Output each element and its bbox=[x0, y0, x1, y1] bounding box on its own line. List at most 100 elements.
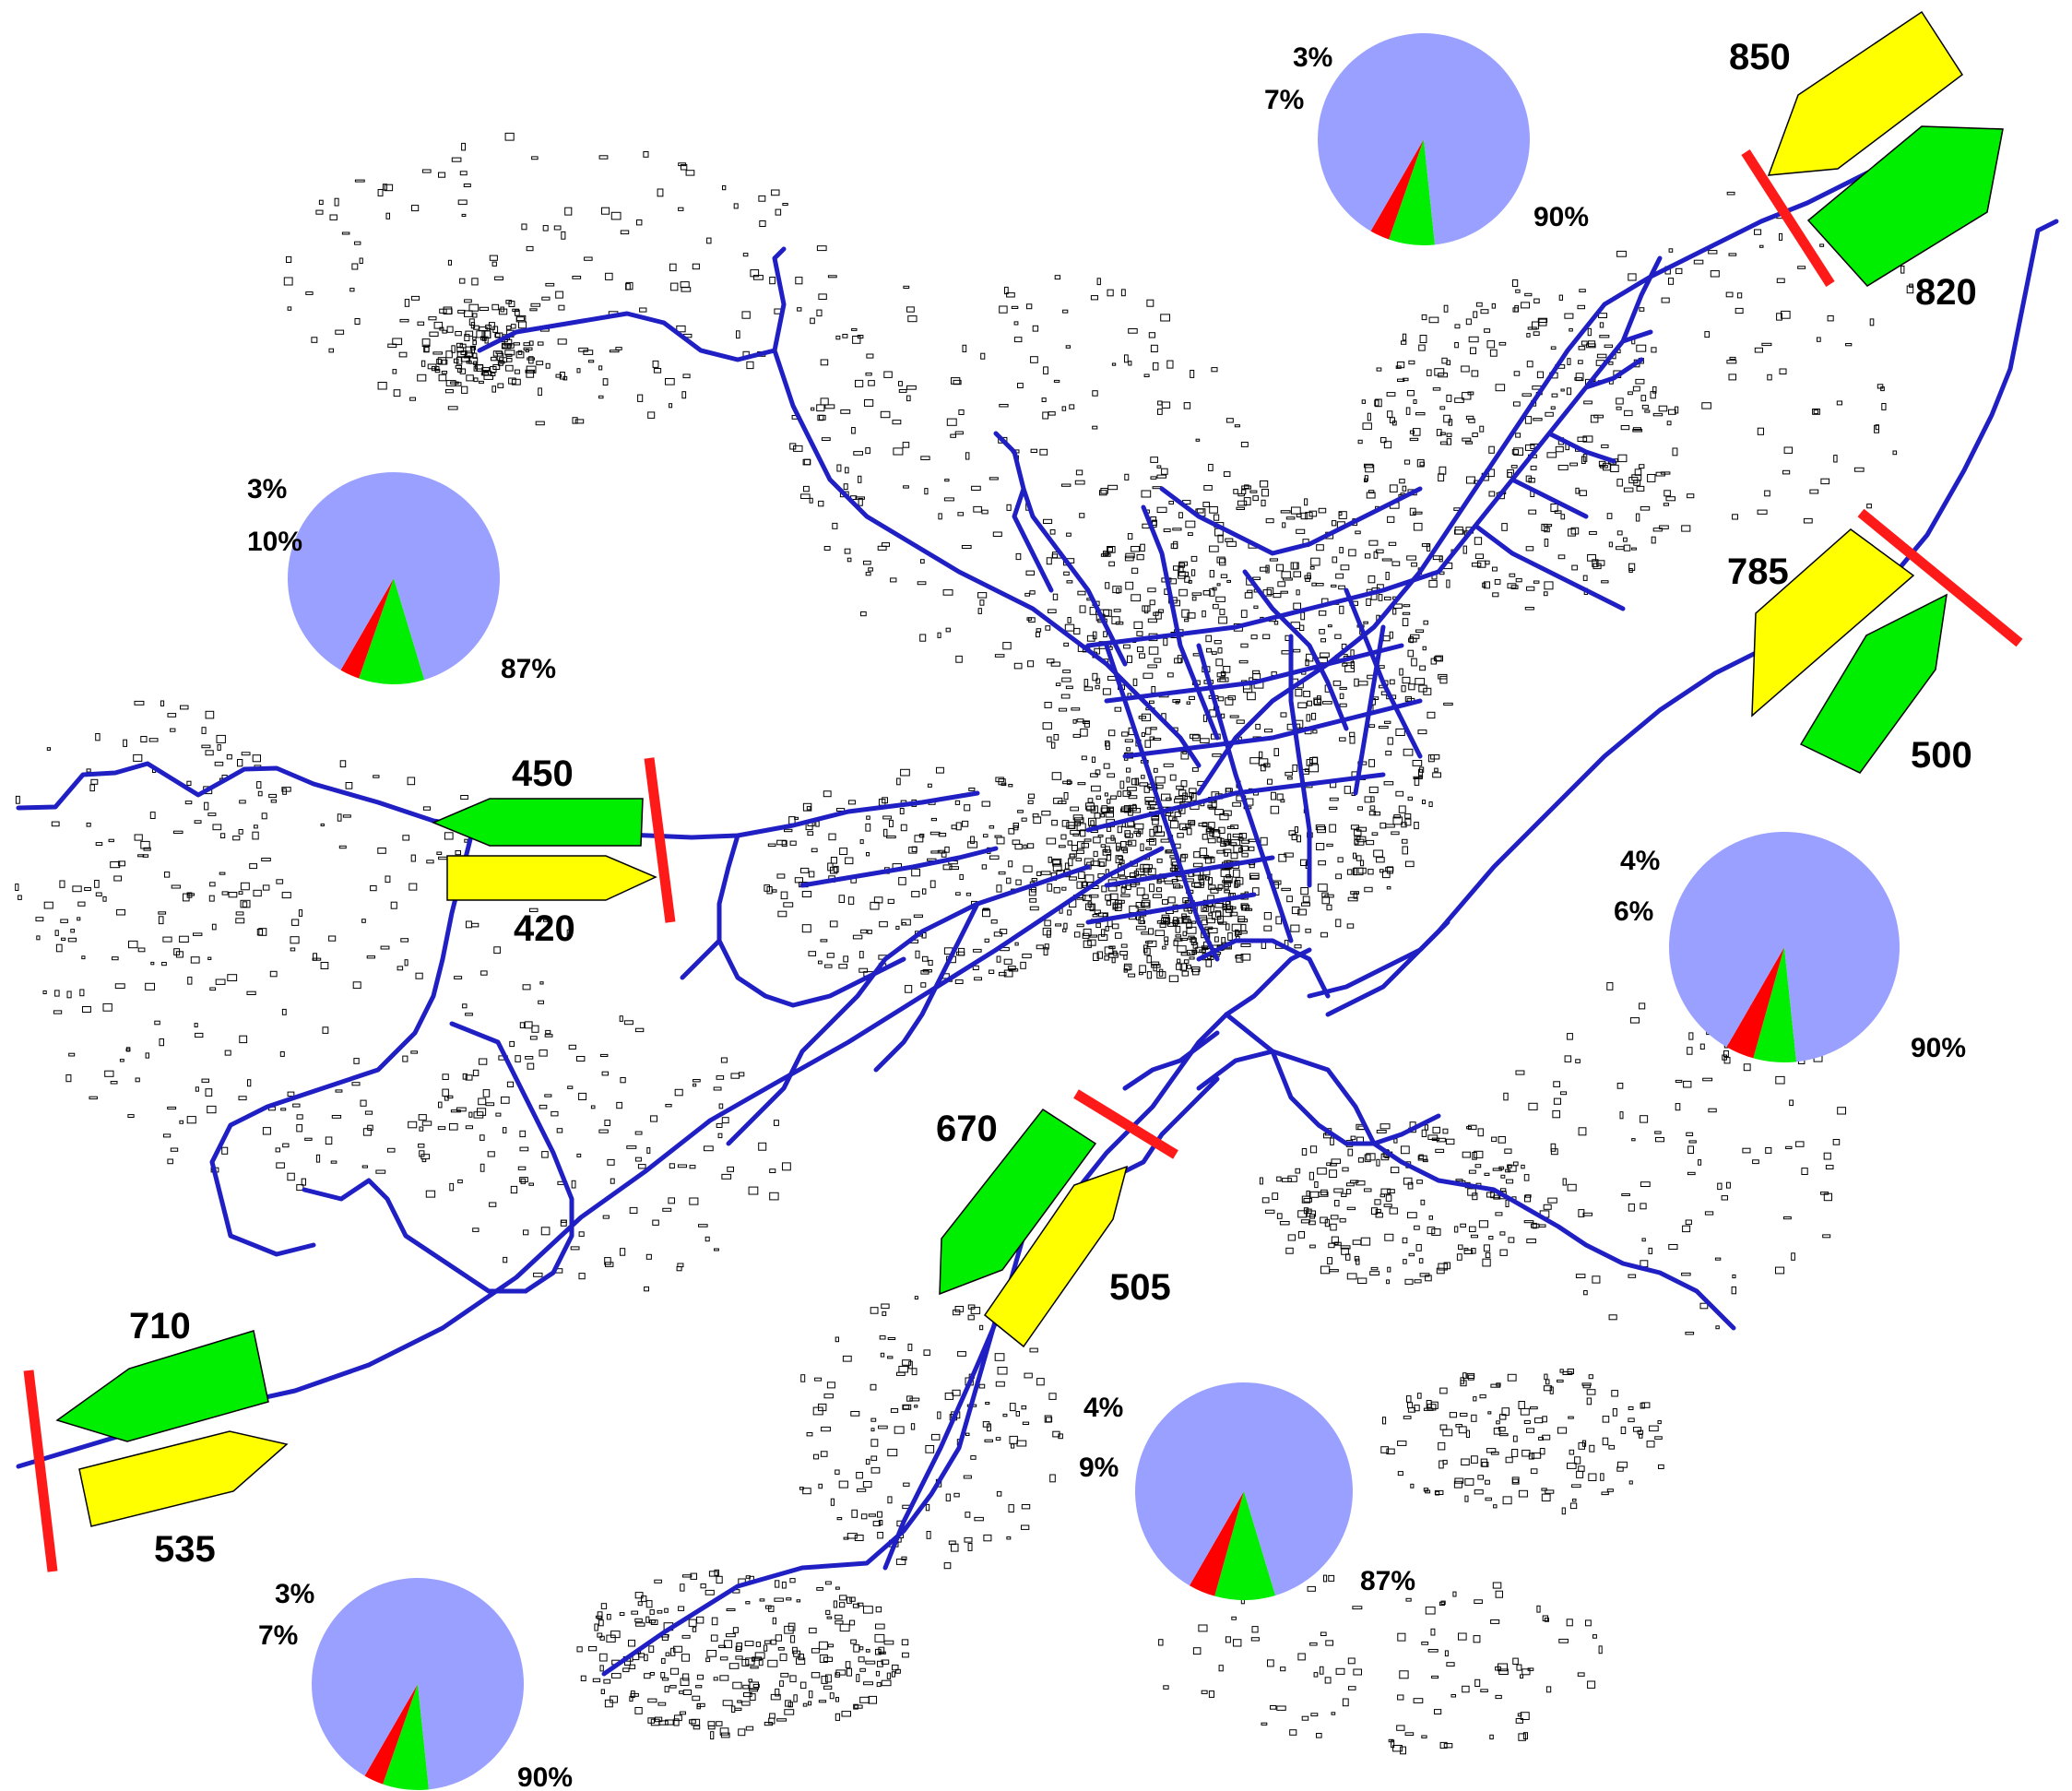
building bbox=[102, 896, 107, 902]
building bbox=[375, 1169, 386, 1174]
building bbox=[1600, 1473, 1604, 1481]
building bbox=[1136, 887, 1145, 896]
building bbox=[820, 1451, 828, 1457]
building bbox=[979, 599, 985, 606]
building bbox=[801, 891, 812, 897]
building bbox=[1105, 926, 1109, 931]
building bbox=[1347, 896, 1358, 902]
building bbox=[1853, 467, 1865, 472]
building bbox=[806, 806, 811, 811]
building bbox=[708, 1571, 718, 1577]
building bbox=[1498, 1668, 1509, 1676]
building bbox=[1300, 887, 1309, 896]
building bbox=[476, 330, 485, 338]
building bbox=[1474, 553, 1485, 560]
building bbox=[1386, 1279, 1391, 1285]
building bbox=[1526, 1428, 1534, 1433]
building bbox=[1560, 514, 1566, 520]
building bbox=[1115, 932, 1122, 939]
building bbox=[1276, 1213, 1283, 1219]
building bbox=[437, 1126, 446, 1131]
building bbox=[1065, 345, 1071, 349]
building bbox=[1566, 387, 1572, 396]
building bbox=[1066, 779, 1072, 786]
building bbox=[1062, 309, 1069, 314]
building bbox=[1488, 491, 1496, 497]
count-northeast-yellow: 850 bbox=[1729, 37, 1791, 77]
building bbox=[193, 932, 203, 936]
building bbox=[1357, 806, 1363, 811]
building bbox=[1320, 1265, 1331, 1275]
building bbox=[1117, 856, 1124, 860]
building bbox=[1496, 1420, 1500, 1425]
building bbox=[1530, 1406, 1538, 1410]
building bbox=[1178, 789, 1187, 797]
building bbox=[1082, 882, 1087, 887]
building bbox=[734, 1707, 742, 1711]
building bbox=[653, 368, 662, 374]
building bbox=[858, 498, 863, 506]
building bbox=[846, 1667, 853, 1677]
building bbox=[86, 823, 91, 827]
building bbox=[1527, 326, 1537, 330]
building bbox=[1180, 854, 1186, 862]
building bbox=[441, 359, 448, 365]
building bbox=[1587, 554, 1596, 562]
building bbox=[1077, 782, 1086, 786]
building bbox=[1311, 712, 1317, 720]
building bbox=[1510, 585, 1519, 589]
building bbox=[654, 1579, 662, 1583]
building bbox=[1154, 658, 1162, 663]
building bbox=[908, 847, 918, 854]
building bbox=[811, 848, 818, 853]
building bbox=[466, 374, 474, 382]
building bbox=[1307, 1585, 1316, 1592]
building bbox=[735, 1655, 743, 1660]
building bbox=[801, 924, 811, 933]
building bbox=[167, 1158, 173, 1165]
building bbox=[905, 985, 913, 993]
building bbox=[1297, 1231, 1306, 1239]
building bbox=[1148, 928, 1154, 935]
building bbox=[1528, 1453, 1534, 1460]
building bbox=[818, 1403, 827, 1412]
building bbox=[1385, 1194, 1392, 1202]
building bbox=[1616, 406, 1622, 410]
building bbox=[1640, 1203, 1647, 1210]
building bbox=[807, 831, 814, 836]
building bbox=[473, 1111, 484, 1119]
building bbox=[1598, 460, 1606, 468]
building bbox=[1402, 838, 1408, 844]
arrow-northeast-green bbox=[1806, 125, 2004, 287]
building bbox=[1202, 714, 1208, 722]
building bbox=[204, 801, 209, 811]
building bbox=[484, 330, 491, 338]
building bbox=[261, 812, 267, 820]
building bbox=[764, 1640, 771, 1644]
building bbox=[1726, 191, 1735, 196]
building bbox=[1688, 1032, 1694, 1040]
building bbox=[1544, 1618, 1550, 1622]
building bbox=[1125, 833, 1133, 838]
building bbox=[1579, 289, 1586, 292]
building bbox=[1526, 361, 1533, 368]
building bbox=[501, 1097, 510, 1104]
building bbox=[758, 1659, 764, 1666]
building bbox=[493, 946, 501, 955]
count-line-northeast bbox=[1741, 149, 1835, 287]
building bbox=[1482, 582, 1486, 588]
building bbox=[1628, 1417, 1635, 1423]
building bbox=[1460, 1412, 1468, 1417]
building bbox=[1385, 824, 1395, 828]
building bbox=[877, 1532, 883, 1539]
building bbox=[1515, 289, 1521, 293]
building bbox=[1177, 958, 1181, 964]
building bbox=[1212, 829, 1221, 838]
building bbox=[1253, 605, 1259, 610]
building bbox=[505, 353, 513, 357]
building bbox=[1432, 772, 1441, 778]
building bbox=[928, 959, 933, 967]
building bbox=[1230, 824, 1239, 830]
building bbox=[1654, 1436, 1663, 1440]
building bbox=[1218, 616, 1227, 624]
